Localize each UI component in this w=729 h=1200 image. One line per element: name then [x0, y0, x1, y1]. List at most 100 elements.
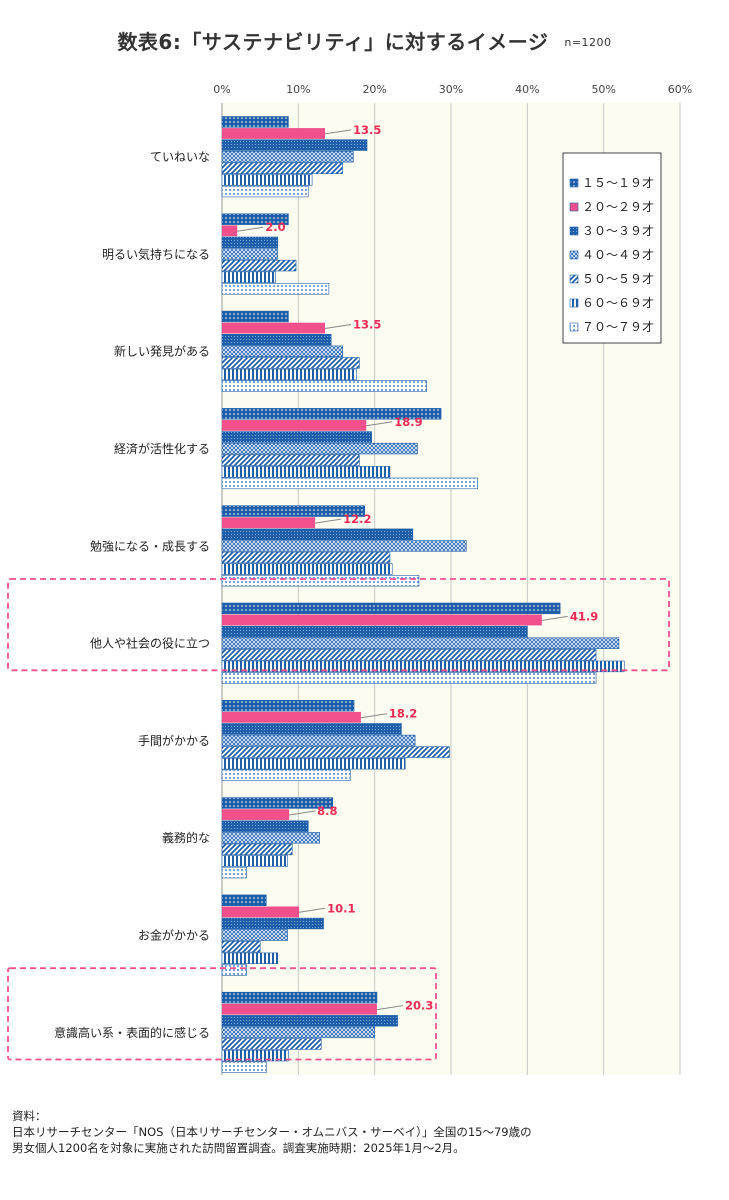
bar [221, 769, 351, 782]
bar [221, 139, 368, 151]
data-label-leader [237, 226, 264, 232]
data-label: 13.5 [353, 318, 381, 332]
bar [222, 420, 367, 431]
bar [221, 649, 597, 661]
data-label: 12.2 [343, 512, 371, 526]
bar [221, 866, 247, 879]
bar [221, 454, 360, 466]
data-label: 20.3 [405, 999, 433, 1013]
bar [221, 917, 324, 930]
bar [221, 368, 357, 381]
x-tick-label: 50% [591, 83, 615, 96]
bar [221, 1061, 267, 1073]
bar [221, 940, 261, 953]
legend-swatch [569, 178, 579, 188]
data-label: 10.1 [327, 901, 355, 915]
bar [221, 625, 528, 638]
bar [221, 477, 479, 490]
bar [221, 797, 333, 809]
x-tick-label: 30% [439, 83, 463, 96]
x-tick-label: 0% [213, 83, 230, 96]
bar [221, 505, 366, 517]
bar [221, 1049, 289, 1062]
bar [222, 906, 300, 918]
legend-swatch [569, 298, 579, 308]
data-label-leader [324, 324, 352, 329]
bar [222, 128, 326, 139]
source-heading: 資料： [12, 1109, 47, 1123]
legend-box [562, 152, 662, 344]
legend-label: １５～１９才 [582, 176, 654, 190]
bar [221, 408, 442, 420]
category-labels: ていねいな明るい気持ちになる新しい発見がある経済が活性化する勉強になる・成長する… [54, 150, 210, 1040]
category-label: 新しい発見がある [114, 344, 210, 359]
bar [221, 952, 279, 965]
bar [221, 894, 267, 907]
bar [222, 1003, 377, 1015]
bar [221, 345, 343, 357]
data-label-leader [541, 615, 568, 621]
category-label: 勉強になる・成長する [90, 539, 210, 553]
bar [222, 322, 326, 334]
category-label: 他人や社会の役に立つ [90, 636, 210, 651]
highlight-boxes [7, 578, 670, 1061]
bar [221, 991, 378, 1004]
category-label: 手間がかかる [138, 733, 210, 748]
data-labels: 13.5 2.0 13.5 18.9 12.2 41.9 18.2 8.8 10.1 20.3 [237, 123, 598, 1013]
data-label-leader [315, 518, 342, 524]
x-tick-label: 60% [668, 83, 692, 96]
bar [221, 757, 406, 770]
legend-label: ５０～５９才 [582, 272, 654, 286]
bar [221, 333, 332, 346]
category-label: 明るい気持ちになる [102, 246, 210, 261]
bar [221, 236, 279, 249]
bar [221, 1038, 322, 1050]
bars [221, 116, 625, 1073]
bar [221, 746, 450, 758]
bar [221, 259, 297, 272]
data-label-leader [366, 421, 393, 427]
bar [221, 602, 561, 615]
bar [221, 637, 620, 649]
data-label-leader [360, 713, 388, 719]
bar-chart: 0% 10% 20% 30% 40% 50% 60% ていねいな明るい気持ちになる新しい発見… [7, 83, 692, 1075]
source-line-2: 男女個人1200名を対象に実施された訪問留置調査。調査実施時期：2025年1月～… [12, 1141, 465, 1155]
data-label: 8.8 [317, 804, 337, 818]
category-label: お金がかかる [138, 928, 210, 943]
bar [221, 1015, 398, 1027]
data-label: 2.0 [265, 220, 285, 234]
bar [221, 213, 289, 225]
bar [221, 855, 288, 867]
bar [221, 283, 330, 295]
legend-swatch [569, 250, 579, 260]
data-label-leader [289, 810, 316, 816]
legend-label: ６０～６９才 [582, 296, 654, 310]
bar [221, 1026, 375, 1039]
bar [221, 442, 418, 455]
x-tick-label: 10% [286, 83, 310, 96]
bar [221, 162, 343, 174]
bar [222, 517, 316, 529]
legend-label: ３０～３９才 [582, 224, 654, 238]
legend-label: ７０～７９才 [582, 320, 654, 334]
data-label: 18.9 [394, 415, 422, 429]
category-label: 経済が活性化する [114, 441, 210, 456]
bar [221, 660, 625, 673]
legend: １５～１９才 ２０～２９才 ３０～３９才 ４０～４９才 ５０～５９才 ６０～６９才 ７０～７… [562, 152, 662, 344]
legend-label: ４０～４９才 [582, 248, 654, 262]
legend-swatch [569, 322, 579, 332]
bar [221, 929, 288, 941]
category-label: 意識高い系・表面的に感じる [54, 1025, 210, 1040]
bar [221, 699, 355, 712]
bar [221, 551, 391, 564]
bar [221, 843, 293, 856]
bar [221, 723, 402, 735]
bar [221, 466, 391, 478]
bar [221, 540, 467, 552]
data-label-leader [376, 1005, 404, 1011]
bar [222, 809, 290, 820]
data-label: 13.5 [353, 123, 381, 137]
x-tick-label: 20% [362, 83, 386, 96]
bar [221, 310, 289, 323]
legend-swatch [569, 274, 579, 284]
